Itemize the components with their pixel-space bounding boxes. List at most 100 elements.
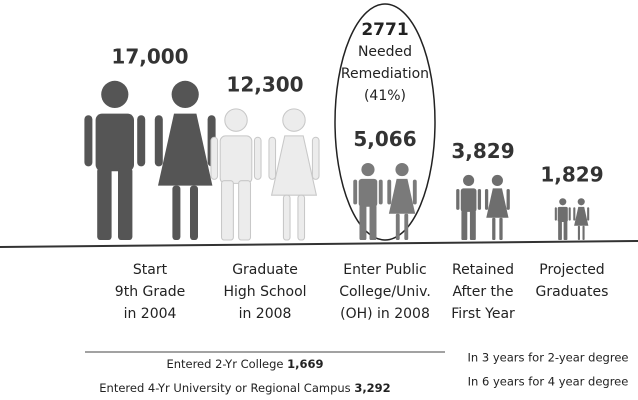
people-icon — [268, 108, 320, 241]
leg — [172, 185, 181, 240]
people-icon — [554, 198, 571, 240]
note: Entered 4-Yr University or Regional Camp… — [99, 381, 390, 395]
note-text: Entered 2-Yr College — [166, 357, 283, 371]
annotation: Remediation — [341, 66, 429, 82]
side-note: In 3 years for 2-year degree — [468, 351, 629, 365]
category-label: Retained — [452, 262, 514, 278]
torso — [358, 178, 378, 207]
head — [361, 163, 375, 177]
dress — [388, 178, 416, 214]
leg — [395, 213, 400, 240]
leg — [190, 185, 198, 240]
category-label: College/Univ. — [339, 284, 431, 300]
head — [559, 198, 567, 206]
people-icon — [573, 198, 590, 240]
side-note: In 6 years for 4 year degree — [468, 375, 629, 389]
head — [224, 108, 248, 132]
arm — [573, 207, 576, 221]
torso — [219, 135, 253, 184]
arm — [154, 115, 163, 167]
arm — [587, 207, 590, 221]
head — [463, 174, 475, 187]
head — [171, 80, 199, 108]
leg — [297, 194, 306, 241]
arm — [378, 179, 383, 205]
people-icon — [84, 80, 146, 240]
dress — [270, 135, 318, 196]
dress — [158, 113, 213, 186]
arm — [412, 179, 417, 205]
note-value: 1,669 — [287, 357, 323, 371]
value-label: 3,829 — [451, 139, 514, 163]
arm — [484, 188, 489, 210]
note-text: Entered 4-Yr University or Regional Camp… — [99, 381, 350, 395]
note-value: 3,292 — [354, 381, 390, 395]
people-icon — [387, 163, 417, 240]
category-label: Graduate — [232, 262, 298, 278]
head — [101, 80, 129, 108]
highlight-ellipse — [334, 3, 436, 241]
category-label: First Year — [451, 306, 515, 322]
people-icon — [353, 163, 383, 240]
arm — [387, 179, 392, 205]
leg — [118, 168, 133, 240]
head — [395, 163, 409, 177]
leg — [404, 213, 409, 240]
torso — [557, 206, 568, 222]
category-label: in 2004 — [124, 306, 177, 322]
torso — [460, 188, 477, 212]
value-label: 17,000 — [111, 45, 188, 69]
leg — [238, 180, 252, 241]
leg — [97, 168, 112, 240]
leg — [359, 205, 367, 240]
torso — [95, 113, 134, 172]
head — [282, 108, 306, 132]
leg — [563, 221, 568, 240]
leg — [499, 217, 503, 241]
leg — [369, 205, 377, 240]
arm — [353, 179, 358, 205]
category-label: Enter Public — [343, 262, 426, 278]
value-label: 12,300 — [226, 73, 303, 97]
people-icon — [484, 174, 510, 241]
category-label: (OH) in 2008 — [340, 306, 430, 322]
dress — [574, 206, 589, 226]
value-label: 1,829 — [540, 163, 603, 187]
leg — [461, 210, 468, 241]
people-icon — [210, 108, 262, 241]
arm — [568, 207, 571, 221]
value-label: 5,066 — [353, 127, 416, 151]
arm — [253, 136, 262, 180]
annotation: Needed — [358, 44, 412, 60]
leg — [220, 180, 234, 241]
arm — [456, 188, 460, 210]
arm — [137, 115, 146, 167]
category-label: High School — [223, 284, 306, 300]
category-label: After the — [452, 284, 513, 300]
category-label: Graduates — [536, 284, 609, 300]
head — [577, 198, 585, 206]
arm — [554, 207, 557, 221]
category-label: in 2008 — [239, 306, 292, 322]
category-label: 9th Grade — [115, 284, 185, 300]
people-icon — [154, 80, 216, 240]
arm — [311, 136, 320, 180]
leg — [582, 225, 585, 240]
arm — [268, 136, 277, 180]
dress — [486, 188, 509, 218]
arm — [477, 188, 482, 210]
note: Entered 2-Yr College 1,669 — [166, 357, 323, 371]
category-label: Projected — [539, 262, 604, 278]
leg — [282, 194, 291, 241]
arm — [84, 115, 93, 167]
leg — [558, 221, 562, 240]
leg — [492, 217, 496, 241]
category-label: Start — [133, 262, 168, 278]
head — [491, 174, 503, 187]
leg — [577, 225, 580, 240]
annotation: (41%) — [364, 88, 406, 104]
arm — [210, 136, 219, 180]
baseline — [0, 240, 638, 248]
arm — [506, 188, 510, 210]
